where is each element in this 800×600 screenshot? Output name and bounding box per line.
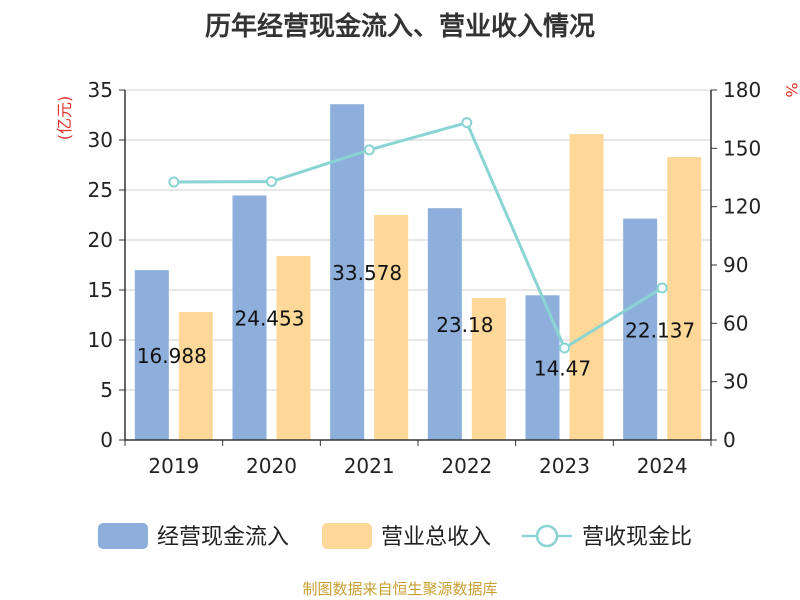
bars	[134, 104, 702, 440]
legend-swatch-revenue	[322, 523, 372, 549]
chart-title: 历年经营现金流入、营业收入情况	[204, 12, 595, 42]
legend-marker-ratio	[535, 524, 559, 548]
y-left-tick-label: 20	[88, 228, 113, 252]
y-left-axis-label: (亿元)	[55, 96, 74, 141]
y-right-tick-label: 180	[723, 78, 761, 102]
bar-revenue	[667, 157, 702, 440]
data-labels: 16.988 24.453 33.578 23.18 14.47 22.137	[137, 261, 695, 381]
data-label-cash-inflow: 22.137	[625, 318, 695, 342]
ratio-point	[168, 176, 180, 188]
y-right-tick-label: 0	[723, 428, 736, 452]
legend-label-ratio: 营收现金比	[582, 525, 692, 550]
x-tick-label: 2020	[246, 454, 297, 478]
bar-cash-inflow	[623, 218, 658, 440]
data-label-cash-inflow: 16.988	[137, 344, 207, 368]
y-right-tick-label: 90	[723, 253, 748, 277]
y-left-tick-label: 25	[88, 178, 113, 202]
data-label-cash-inflow: 24.453	[235, 307, 305, 331]
y-left-tick-label: 35	[88, 78, 113, 102]
bar-revenue	[374, 215, 409, 440]
data-label-cash-inflow: 33.578	[332, 261, 402, 285]
data-label-cash-inflow: 23.18	[436, 313, 493, 337]
y-left-tick-label: 15	[88, 278, 113, 302]
x-tick-label: 2019	[148, 454, 199, 478]
source-note: 制图数据来自恒生聚源数据库	[302, 580, 498, 598]
ratio-point	[461, 117, 473, 129]
bar-cash-inflow	[134, 270, 169, 440]
y-left-tick-label: 30	[88, 128, 113, 152]
data-label-cash-inflow: 14.47	[534, 357, 591, 381]
bar-revenue	[178, 312, 213, 440]
bar-revenue	[569, 134, 604, 440]
y-right-axis-label: %	[782, 82, 800, 97]
x-tick-label: 2021	[344, 454, 395, 478]
legend-swatch-cash-inflow	[98, 523, 148, 549]
y-right-tick-label: 60	[723, 311, 748, 335]
y-left-tick-label: 10	[88, 328, 113, 352]
y-right-tick-label: 150	[723, 136, 761, 160]
y-left-tick-label: 5	[100, 378, 113, 402]
bar-cash-inflow	[525, 295, 560, 440]
bar-cash-inflow	[427, 208, 462, 440]
bar-revenue	[471, 298, 506, 440]
ratio-point	[363, 144, 375, 156]
ratio-point	[656, 282, 668, 294]
y-right-tick-label: 30	[723, 370, 748, 394]
x-tick-label: 2022	[441, 454, 492, 478]
bar-revenue	[276, 256, 311, 440]
bar-cash-inflow	[232, 195, 267, 440]
axes: 0 5 10 15 20 25 30 35 0 30 60 90 120 150 180 (亿元)% 2019 2…	[55, 78, 800, 478]
ratio-point	[266, 176, 277, 188]
grid-lines	[125, 89, 711, 391]
legend-label-revenue: 营业总收入	[381, 525, 491, 550]
y-left-tick-label: 0	[100, 428, 113, 452]
ratio-line-path	[173, 121, 663, 350]
legend-label-cash-inflow: 经营现金流入	[157, 525, 289, 550]
legend: 经营现金流入 营业总收入 营收现金比	[98, 523, 692, 550]
x-tick-label: 2023	[539, 454, 590, 478]
ratio-point	[559, 342, 570, 354]
x-tick-label: 2024	[637, 454, 688, 478]
y-right-tick-label: 120	[723, 195, 761, 219]
ratio-line	[168, 117, 668, 354]
